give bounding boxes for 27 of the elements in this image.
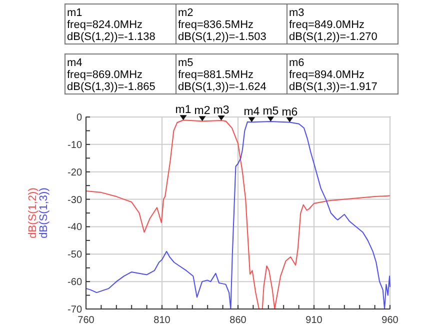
text: m1 freq=824.0MHz dB(S(1,2))=-1.138	[67, 7, 156, 43]
y-tick-label: -10	[68, 140, 82, 151]
text: m3 freq=849.0MHz dB(S(1,2))=-1.270	[289, 7, 378, 43]
x-tick-label: 860	[230, 315, 247, 326]
annotation: m1	[175, 104, 192, 116]
y-tick-label: -60	[68, 277, 82, 288]
x-tick-label: 810	[154, 315, 171, 326]
text: m4 freq=869.0MHz dB(S(1,3))=-1.865	[67, 57, 156, 93]
x-tick-label: 760	[78, 315, 95, 326]
annotation: m2	[194, 105, 210, 118]
annotation: m5	[262, 105, 279, 118]
text: dB(S(1,3))	[38, 188, 50, 238]
text: dB(S(1,2))	[27, 188, 39, 238]
x-tick-label: 910	[306, 315, 323, 326]
text: m6 freq=894.0MHz dB(S(1,3))=-1.917	[289, 57, 378, 93]
y-tick-label: -30	[68, 194, 82, 206]
text: m5 freq=881.5MHz dB(S(1,3))=-1.624	[178, 57, 266, 93]
annotation: m4	[244, 106, 260, 118]
y-tick-label: -70	[68, 304, 82, 316]
y-tick-label: -40	[68, 222, 82, 234]
x-tick-label: 960	[382, 315, 399, 326]
text: m2 freq=836.5MHz dB(S(1,2))=-1.503	[178, 7, 266, 43]
annotation: m3	[213, 104, 230, 116]
y-tick-label: 0	[76, 112, 82, 124]
annotation: m6	[282, 106, 298, 118]
y-tick-label: -20	[68, 167, 82, 178]
y-tick-label: -50	[68, 250, 82, 261]
